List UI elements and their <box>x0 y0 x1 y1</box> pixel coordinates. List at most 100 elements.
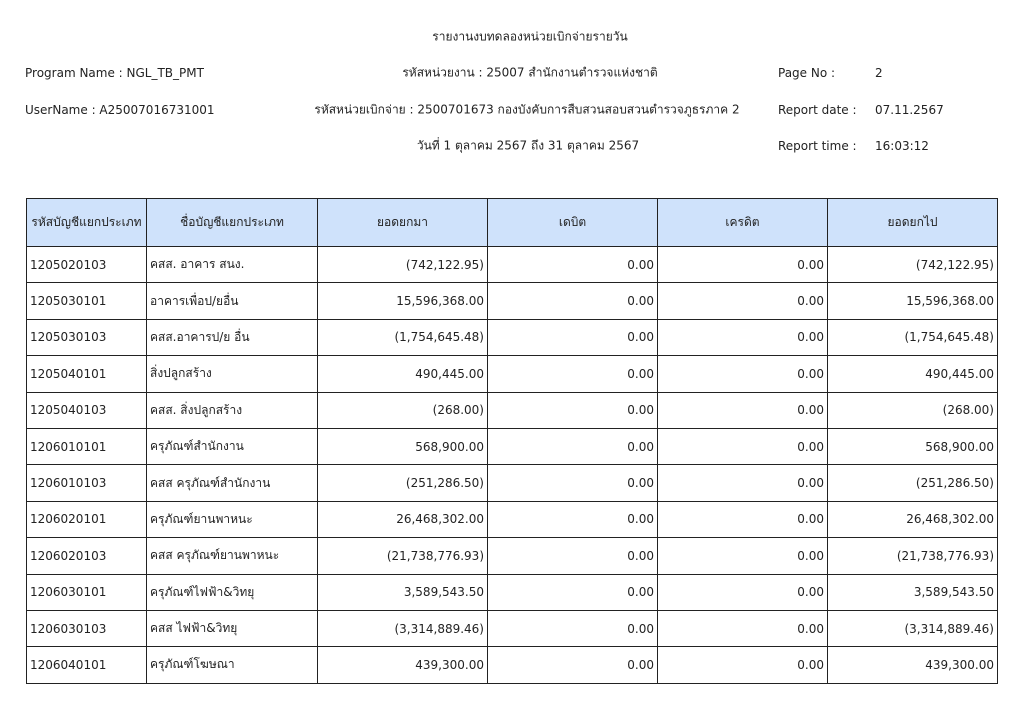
page-no-label: Page No : <box>778 66 836 80</box>
table-row: 1206030101 ครุภัณฑ์ไฟฟ้า&วิทยุ 3,589,543.5… <box>26 573 998 611</box>
amount-cell: 0.00 <box>487 355 658 393</box>
page-no: 2 <box>875 66 883 80</box>
text-cell: ครุภัณฑ์ไฟฟ้า&วิทยุ <box>146 573 318 611</box>
amount-cell: 0.00 <box>487 391 658 429</box>
text-cell: 1205020103 <box>26 245 147 284</box>
amount-cell: 15,596,368.00 <box>827 282 998 320</box>
amount-cell: 0.00 <box>657 646 828 684</box>
text-cell: 1205030101 <box>26 282 147 320</box>
amount-cell: 490,445.00 <box>827 355 998 393</box>
text-cell: คสส ไฟฟ้า&วิทยุ <box>146 609 318 648</box>
amount-cell: 0.00 <box>657 573 828 611</box>
amount-cell: 0.00 <box>657 427 828 466</box>
amount-cell: (268.00) <box>317 391 488 429</box>
amount-cell: 0.00 <box>657 245 828 284</box>
header-row: รหัสบัญชีแยกประเภท ชื่อบัญชีแยกประเภท ยอดย… <box>26 198 998 247</box>
table-row: 1206020101 ครุภัณฑ์ยานพาหนะ 26,468,302.00 0… <box>26 500 998 539</box>
amount-cell: 0.00 <box>657 464 828 502</box>
amount-cell: (742,122.95) <box>827 245 998 284</box>
column-header: เครดิต <box>657 198 828 247</box>
trial-balance-table: รหัสบัญชีแยกประเภท ชื่อบัญชีแยกประเภท ยอดย… <box>26 198 998 684</box>
report-date: 07.11.2567 <box>875 103 944 117</box>
amount-cell: 26,468,302.00 <box>317 500 488 539</box>
table-row: 1205030101 อาคารเพื่อป/ยอื่น 15,596,368.00… <box>26 282 998 320</box>
text-cell: 1206040101 <box>26 646 147 684</box>
amount-cell: 0.00 <box>487 573 658 611</box>
amount-cell: 0.00 <box>487 464 658 502</box>
text-cell: 1205030103 <box>26 318 147 357</box>
text-cell: 1206030101 <box>26 573 147 611</box>
column-header: ยอดยกมา <box>317 198 488 247</box>
disbursing-unit: รหัสหน่วยเบิกจ่าย : 2500701673 กองบังคับ… <box>314 102 740 117</box>
text-cell: ครุภัณฑ์โฆษณา <box>146 646 318 684</box>
report-title: รายงานงบทดลองหน่วยเบิกจ่ายรายวัน <box>432 29 628 44</box>
amount-cell: (21,738,776.93) <box>317 537 488 575</box>
amount-cell: 0.00 <box>657 609 828 648</box>
period: วันที่ 1 ตุลาคม 2567 ถึง 31 ตุลาคม 2567 <box>416 138 640 153</box>
agency: รหัสหน่วยงาน : 25007 สำนักงานตำรวจแห่งชา… <box>402 65 658 80</box>
amount-cell: 0.00 <box>657 537 828 575</box>
amount-cell: 0.00 <box>487 282 658 320</box>
amount-cell: 0.00 <box>487 609 658 648</box>
column-header: รหัสบัญชีแยกประเภท <box>26 198 147 247</box>
text-cell: 1206010103 <box>26 464 147 502</box>
text-cell: คสส. อาคาร สนง. <box>146 245 318 284</box>
amount-cell: 568,900.00 <box>317 427 488 466</box>
amount-cell: 568,900.00 <box>827 427 998 466</box>
amount-cell: 439,300.00 <box>827 646 998 684</box>
amount-cell: 490,445.00 <box>317 355 488 393</box>
text-cell: คสส ครุภัณฑ์สำนักงาน <box>146 464 318 502</box>
table-row: 1205030103 คสส.อาคารป/ย อื่น (1,754,645.48… <box>26 318 998 357</box>
report-date-label: Report date : <box>778 103 857 117</box>
amount-cell: (3,314,889.46) <box>827 609 998 648</box>
amount-cell: 0.00 <box>657 355 828 393</box>
amount-cell: 3,589,543.50 <box>317 573 488 611</box>
table-row: 1206020103 คสส ครุภัณฑ์ยานพาหนะ (21,738,77… <box>26 537 998 575</box>
text-cell: คสส ครุภัณฑ์ยานพาหนะ <box>146 537 318 575</box>
amount-cell: 0.00 <box>487 646 658 684</box>
amount-cell: 15,596,368.00 <box>317 282 488 320</box>
table-row: 1205020103 คสส. อาคาร สนง. (742,122.95) 0.0… <box>26 245 998 284</box>
amount-cell: (21,738,776.93) <box>827 537 998 575</box>
text-cell: ครุภัณฑ์สำนักงาน <box>146 427 318 466</box>
amount-cell: 0.00 <box>487 500 658 539</box>
amount-cell: (251,286.50) <box>827 464 998 502</box>
amount-cell: (742,122.95) <box>317 245 488 284</box>
amount-cell: 0.00 <box>487 245 658 284</box>
amount-cell: 0.00 <box>487 537 658 575</box>
amount-cell: (251,286.50) <box>317 464 488 502</box>
amount-cell: 439,300.00 <box>317 646 488 684</box>
text-cell: คสส. สิ่งปลูกสร้าง <box>146 391 318 429</box>
column-header: ชื่อบัญชีแยกประเภท <box>146 198 318 247</box>
amount-cell: (1,754,645.48) <box>317 318 488 357</box>
table-row: 1206030103 คสส ไฟฟ้า&วิทยุ (3,314,889.46) 0… <box>26 609 998 648</box>
text-cell: 1206020103 <box>26 537 147 575</box>
amount-cell: (1,754,645.48) <box>827 318 998 357</box>
text-cell: 1205040101 <box>26 355 147 393</box>
amount-cell: (268.00) <box>827 391 998 429</box>
column-header: เดบิต <box>487 198 658 247</box>
amount-cell: 0.00 <box>487 318 658 357</box>
text-cell: คสส.อาคารป/ย อื่น <box>146 318 318 357</box>
user-name: UserName : A25007016731001 <box>25 103 215 117</box>
amount-cell: 0.00 <box>657 282 828 320</box>
amount-cell: 26,468,302.00 <box>827 500 998 539</box>
report-time: 16:03:12 <box>875 139 929 153</box>
program-name: Program Name : NGL_TB_PMT <box>25 66 204 80</box>
table-row: 1206040101 ครุภัณฑ์โฆษณา 439,300.00 0.00 0.0… <box>26 646 998 684</box>
column-header: ยอดยกไป <box>827 198 998 247</box>
table-row: 1205040103 คสส. สิ่งปลูกสร้าง (268.00) 0.00… <box>26 391 998 429</box>
table-body: 1205020103 คสส. อาคาร สนง. (742,122.95) 0.0… <box>26 245 998 684</box>
amount-cell: 3,589,543.50 <box>827 573 998 611</box>
text-cell: สิ่งปลูกสร้าง <box>146 355 318 393</box>
amount-cell: 0.00 <box>657 391 828 429</box>
text-cell: 1205040103 <box>26 391 147 429</box>
amount-cell: 0.00 <box>487 427 658 466</box>
amount-cell: (3,314,889.46) <box>317 609 488 648</box>
text-cell: ครุภัณฑ์ยานพาหนะ <box>146 500 318 539</box>
text-cell: 1206030103 <box>26 609 147 648</box>
text-cell: 1206010101 <box>26 427 147 466</box>
text-cell: อาคารเพื่อป/ยอื่น <box>146 282 318 320</box>
amount-cell: 0.00 <box>657 500 828 539</box>
